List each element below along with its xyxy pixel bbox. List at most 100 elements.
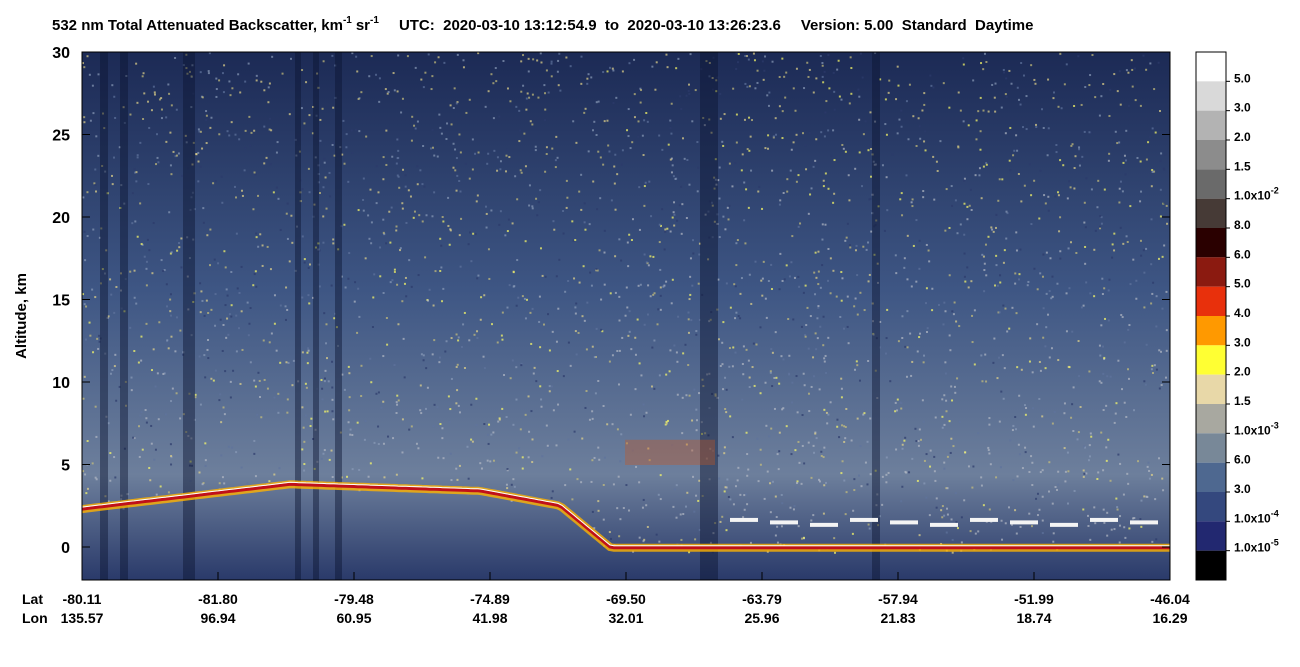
texture: [766, 94, 769, 97]
texture: [645, 411, 648, 414]
texture: [1059, 52, 1062, 55]
texture: [762, 260, 765, 263]
texture: [545, 153, 548, 156]
texture: [133, 168, 136, 171]
texture: [569, 468, 572, 471]
texture: [1083, 445, 1086, 448]
texture: [714, 417, 717, 420]
texture: [1078, 146, 1081, 149]
texture: [685, 505, 688, 508]
texture: [575, 302, 578, 305]
texture: [91, 288, 94, 291]
texture: [1100, 222, 1103, 225]
texture: [985, 380, 988, 383]
texture: [923, 482, 926, 485]
texture: [1036, 288, 1039, 291]
texture: [812, 165, 815, 168]
texture: [621, 149, 624, 152]
texture: [468, 339, 471, 342]
texture: [798, 461, 801, 464]
texture: [781, 279, 784, 282]
texture: [1078, 148, 1081, 151]
texture: [114, 353, 117, 356]
texture: [791, 401, 794, 404]
texture: [642, 154, 645, 157]
texture: [633, 93, 636, 96]
texture: [348, 396, 351, 399]
texture: [725, 486, 728, 489]
texture: [984, 243, 987, 246]
texture: [721, 515, 724, 518]
texture: [901, 447, 904, 450]
texture: [227, 333, 230, 336]
texture: [418, 214, 421, 217]
texture: [840, 299, 843, 302]
texture: [580, 173, 583, 176]
texture: [286, 308, 289, 311]
colorbar-label-base: 3.0: [1234, 482, 1251, 496]
texture: [205, 142, 208, 145]
texture: [1048, 461, 1051, 464]
texture: [346, 475, 349, 478]
colorbar-label: 1.0x10-5: [1234, 538, 1279, 555]
texture: [812, 91, 815, 94]
texture: [436, 155, 439, 158]
texture: [1004, 93, 1007, 96]
texture: [817, 478, 820, 481]
texture: [200, 290, 203, 293]
texture: [972, 465, 975, 468]
texture: [1028, 512, 1031, 515]
texture: [308, 114, 311, 117]
texture: [530, 342, 533, 345]
texture: [141, 75, 144, 78]
texture: [1063, 412, 1066, 415]
texture: [303, 261, 306, 264]
texture: [580, 208, 583, 211]
texture: [735, 311, 738, 314]
texture: [476, 194, 479, 197]
texture: [691, 120, 694, 123]
texture: [685, 394, 688, 397]
texture: [1026, 284, 1029, 287]
texture: [160, 108, 163, 111]
texture: [428, 288, 431, 291]
texture: [714, 393, 717, 396]
texture: [611, 67, 614, 70]
texture: [843, 479, 846, 482]
texture: [622, 507, 625, 510]
texture: [527, 57, 530, 60]
texture: [413, 210, 416, 213]
texture: [1001, 538, 1004, 541]
texture: [419, 409, 422, 412]
texture: [544, 275, 547, 278]
texture: [203, 444, 206, 447]
texture: [523, 132, 526, 135]
texture: [628, 330, 631, 333]
texture: [541, 455, 544, 458]
texture: [876, 262, 879, 265]
texture: [557, 307, 560, 310]
texture: [123, 202, 126, 205]
texture: [966, 205, 969, 208]
texture: [328, 458, 331, 461]
texture: [1003, 71, 1006, 74]
texture: [949, 349, 952, 352]
texture: [1148, 477, 1151, 480]
texture: [924, 130, 927, 133]
texture: [718, 197, 721, 200]
texture: [525, 298, 528, 301]
texture: [755, 343, 758, 346]
texture: [819, 325, 822, 328]
texture: [823, 408, 826, 411]
texture: [817, 283, 820, 286]
texture: [485, 212, 488, 215]
texture: [769, 370, 772, 373]
texture: [795, 180, 798, 183]
texture: [197, 180, 200, 183]
texture: [895, 272, 898, 275]
texture: [377, 191, 380, 194]
texture: [900, 407, 903, 410]
texture: [147, 100, 150, 103]
texture: [671, 444, 674, 447]
texture: [144, 409, 147, 412]
